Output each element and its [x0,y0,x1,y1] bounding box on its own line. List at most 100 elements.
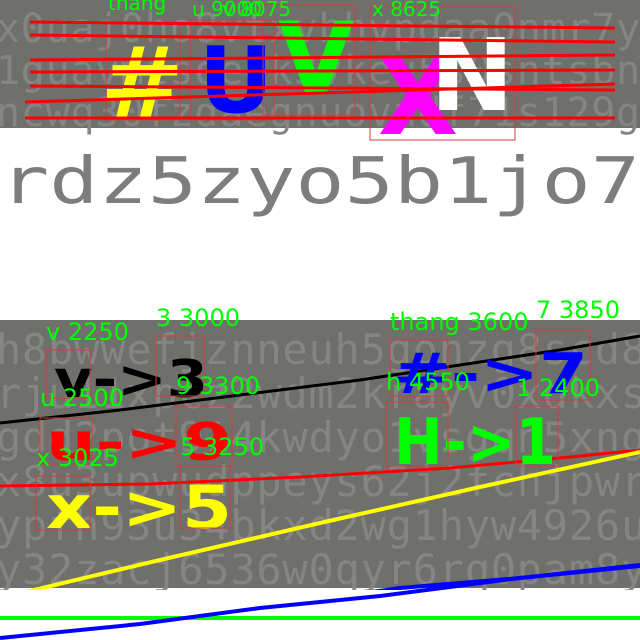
background-character: a [543,545,568,594]
background-character: y [361,545,386,594]
background-character: 1 [492,90,516,136]
background-character: a [219,90,243,136]
background-character: d [282,369,307,418]
top-box-x [369,5,516,141]
background-character: z [204,369,229,418]
background-character: y [309,457,334,506]
background-character: j [543,457,568,506]
background-character: q [70,90,94,136]
background-character: w [46,90,71,136]
background-character: 0 [309,545,334,594]
top-box-v [262,4,356,116]
background-character: y [439,369,464,418]
faint-character-row: rdz5zyo5b1jo7 [0,145,640,219]
background-character: d [48,413,73,462]
background-character: n [256,325,281,374]
background-character: k [256,413,281,462]
background-character: j [152,545,177,594]
background-character: o [413,325,438,374]
label-5: 5 3250 [180,433,264,461]
background-character: 0 [21,6,45,52]
background-character: w [595,457,621,506]
background-character: m [309,369,334,418]
background-character: a [467,6,491,52]
background-character: u [318,90,342,136]
label-v: v 2250 [46,318,129,346]
background-character: g [0,413,21,462]
background-character: y [335,413,360,462]
background-character: u [152,501,177,550]
background-character: q [491,413,516,462]
background-character: 1 [0,48,20,94]
background-character: o [361,413,386,462]
background-character: 6 [256,545,281,594]
background-character: b [318,6,342,52]
red-line-6 [24,82,616,104]
background-character: h [335,325,360,374]
background-character: p [393,6,417,52]
background-character: 6 [595,501,620,550]
background-character: s [517,90,541,136]
bottom-background-characters: h 8 b w w e f j z n n e u h 5 g o n z g 8 s c d 8r j u 1 1 x p c z 2 w d m 2 k… [0,325,640,594]
background-character: 6 [361,457,386,506]
background-character: z [465,325,490,374]
background-character: v [368,6,392,52]
bottom-labels: v 2250 3 3000 u 2500 9 3300 x 3025 5 325… [36,296,620,472]
background-character: a [70,6,94,52]
background-character: n [616,48,640,94]
label-7: 7 3850 [536,296,620,324]
background-character: 0 [492,6,516,52]
background-character: 2 [74,413,99,462]
background-character: 5 [361,325,386,374]
label-v-top: v 8075 [222,0,291,21]
background-character: 4 [204,501,229,550]
rule-v-to-3: v->3 [54,350,208,410]
box-hash [389,339,449,397]
background-character: 8 [22,325,47,374]
background-character: u [48,457,73,506]
background-character: e [282,457,307,506]
background-character: 2 [335,501,360,550]
label-9: 9 3300 [176,372,260,400]
background-character: v [294,6,318,52]
background-character: h [439,501,464,550]
background-character: 3 [126,501,151,550]
background-character: 2 [569,501,594,550]
background-character: t [152,413,177,462]
background-character: g [491,325,516,374]
background-character: y [0,501,21,550]
background-character: 5 [543,413,568,462]
background-character: 3 [178,501,203,550]
box-1 [515,405,559,467]
background-character: d [543,369,568,418]
background-character: d [595,325,620,374]
box-5 [179,465,231,529]
background-character: c [178,369,203,418]
background-character: y [0,545,21,594]
background-character: e [126,325,151,374]
rule-h-to-1: H->1 [394,406,556,480]
background-character: m [542,6,566,52]
bottom-panel [0,320,640,588]
blue-line-lower [0,564,640,640]
background-character: s [439,413,464,462]
rule-glyphs: v->3 u->9 x->5 #->7 H->1 [46,342,588,543]
background-character: 7 [467,90,491,136]
background-character: q [465,545,490,594]
label-thang: thang 3600 [390,308,528,336]
background-character: r [387,369,412,418]
background-character: e [244,90,268,136]
background-character: y [465,501,490,550]
label-u-top: u 9000 [192,0,262,21]
background-character: r [621,457,640,506]
background-character: c [21,90,45,136]
background-character: y [621,545,640,594]
background-character: 1 [204,413,229,462]
background-character: n [0,90,20,136]
background-character: x [595,369,620,418]
glyph-n-white: N [430,17,514,134]
background-character: f [442,90,466,136]
red-line-1 [29,20,616,30]
background-character: 9 [100,501,125,550]
